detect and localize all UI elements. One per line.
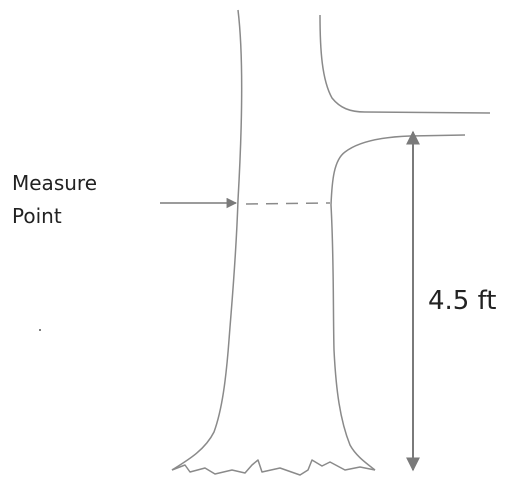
- trunk-right-edge: [331, 205, 375, 470]
- trunk-left-edge: [172, 10, 242, 470]
- tree-base: [172, 460, 375, 475]
- measure-dash: [246, 203, 330, 204]
- dot: [39, 329, 41, 331]
- height-label: 4.5 ft: [428, 286, 497, 316]
- lower-branch: [331, 135, 465, 205]
- upper-branch: [320, 15, 490, 113]
- measure-label: Point: [12, 204, 62, 228]
- diagram: Measure Point 4.5 ft: [0, 0, 522, 487]
- measure-label: Measure: [12, 171, 97, 195]
